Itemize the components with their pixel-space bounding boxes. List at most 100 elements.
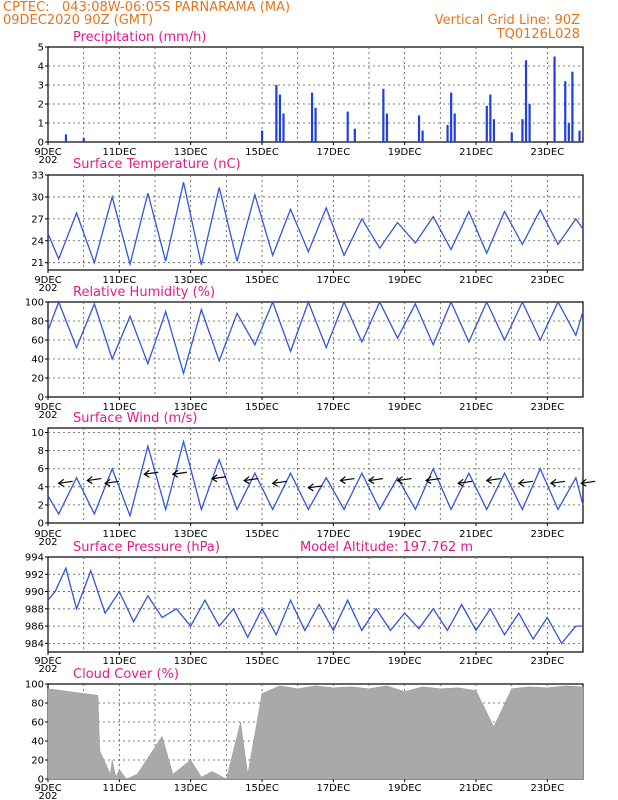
x-tick-label: 13DEC <box>174 147 208 158</box>
precip-bar <box>346 111 349 142</box>
x-tick-label: 9DEC <box>34 402 61 413</box>
x-tick-label: 15DEC <box>245 529 279 540</box>
y-tick-label: 80 <box>31 317 44 328</box>
series-line-3 <box>47 439 584 518</box>
wind-vector <box>172 471 187 475</box>
precip-bar <box>450 92 453 142</box>
x-tick-label: 23DEC <box>530 656 564 667</box>
y-tick-label: 8 <box>38 446 44 457</box>
wind-vector <box>518 480 533 484</box>
x-tick-label: 13DEC <box>174 656 208 667</box>
x-tick-label: 13DEC <box>174 275 208 286</box>
y-tick-label: 10 <box>31 428 44 439</box>
wind-vector <box>272 480 287 484</box>
header-code: TQ0126L028 <box>496 27 580 42</box>
model-altitude-label: Model Altitude: 197.762 m <box>300 540 473 555</box>
x-tick-label: 17DEC <box>316 275 350 286</box>
x-tick-label: 11DEC <box>102 783 136 794</box>
wind-vector-head <box>367 476 375 485</box>
y-tick-label: 988 <box>25 604 44 615</box>
x-tick-label: 13DEC <box>174 402 208 413</box>
y-tick-label: 986 <box>25 622 44 633</box>
y-tick-label: 6 <box>38 464 44 475</box>
x-year-stub: 202 <box>38 791 57 800</box>
panel-frame-1 <box>47 174 584 271</box>
header-run: 09DEC2020 90Z (GMT) <box>3 13 154 28</box>
series-line-4 <box>47 566 583 645</box>
precip-bar <box>553 56 556 142</box>
x-tick-label: 23DEC <box>530 783 564 794</box>
precip-bar <box>314 107 317 142</box>
wind-vector <box>87 477 102 482</box>
y-tick-label: 1 <box>38 119 44 130</box>
y-tick-label: 27 <box>31 214 44 225</box>
y-tick-label: 21 <box>31 258 44 269</box>
precip-bar <box>485 105 488 142</box>
panel-title-0: Precipitation (mm/h) <box>73 30 206 45</box>
panel-frame-2 <box>47 301 584 398</box>
precip-bar <box>310 92 314 142</box>
x-tick-label: 9DEC <box>34 147 61 158</box>
wind-vector-head <box>271 478 279 487</box>
wind-vector <box>486 477 501 482</box>
wind-vector <box>368 477 384 482</box>
x-tick-label: 11DEC <box>102 402 136 413</box>
x-tick-label: 13DEC <box>174 783 208 794</box>
header-grid-line: Vertical Grid Line: 90Z <box>434 13 580 28</box>
precip-bar <box>564 81 567 142</box>
x-tick-label: 15DEC <box>245 275 279 286</box>
x-tick-label: 17DEC <box>316 783 350 794</box>
y-tick-label: 24 <box>31 236 44 247</box>
y-tick-label: 0 <box>38 393 44 404</box>
y-tick-label: 0 <box>38 775 44 786</box>
precip-bar <box>567 123 570 142</box>
y-tick-label: 990 <box>25 587 44 598</box>
y-tick-label: 984 <box>25 639 44 650</box>
x-year-stub: 202 <box>38 155 57 166</box>
precip-bar <box>82 138 85 142</box>
x-tick-label: 23DEC <box>530 529 564 540</box>
wind-vector-head <box>86 476 93 485</box>
x-tick-label: 21DEC <box>459 275 493 286</box>
precip-bar <box>385 113 389 142</box>
wind-vector-head <box>485 476 493 485</box>
x-tick-label: 21DEC <box>459 656 493 667</box>
y-tick-label: 20 <box>31 374 44 385</box>
wind-vector-head <box>57 478 65 487</box>
x-tick-label: 15DEC <box>245 402 279 413</box>
x-tick-label: 21DEC <box>459 402 493 413</box>
y-tick-label: 0 <box>38 519 44 530</box>
series-line-2 <box>47 300 584 376</box>
precip-bar <box>524 60 528 142</box>
precip-bar <box>417 115 421 142</box>
panel-title-3: Surface Wind (m/s) <box>73 411 197 426</box>
y-tick-label: 60 <box>31 336 44 347</box>
precip-bar <box>489 94 492 142</box>
precip-bar <box>261 130 264 142</box>
x-year-stub: 202 <box>38 537 57 548</box>
wind-vector-head <box>549 478 557 487</box>
panel-title-1: Surface Temperature (nC) <box>73 157 241 172</box>
x-year-stub: 202 <box>38 283 57 294</box>
precip-bar <box>382 88 385 142</box>
wind-vector-head <box>171 469 179 478</box>
wind-vector-head <box>425 476 432 485</box>
y-tick-label: 80 <box>31 699 44 710</box>
precip-bar <box>64 134 68 142</box>
x-tick-label: 15DEC <box>245 147 279 158</box>
wind-vector <box>550 480 565 484</box>
precip-bar <box>510 132 513 142</box>
wind-vector-head <box>211 474 218 483</box>
wind-vector <box>144 471 159 475</box>
x-tick-label: 9DEC <box>34 275 61 286</box>
x-tick-label: 21DEC <box>459 529 493 540</box>
x-tick-label: 11DEC <box>102 529 136 540</box>
x-tick-label: 23DEC <box>530 402 564 413</box>
x-year-stub: 202 <box>38 664 57 675</box>
y-tick-label: 0 <box>38 138 44 149</box>
precip-bar <box>282 113 285 142</box>
wind-vector-head <box>396 476 403 485</box>
x-tick-label: 9DEC <box>34 783 61 794</box>
x-tick-label: 19DEC <box>388 656 422 667</box>
